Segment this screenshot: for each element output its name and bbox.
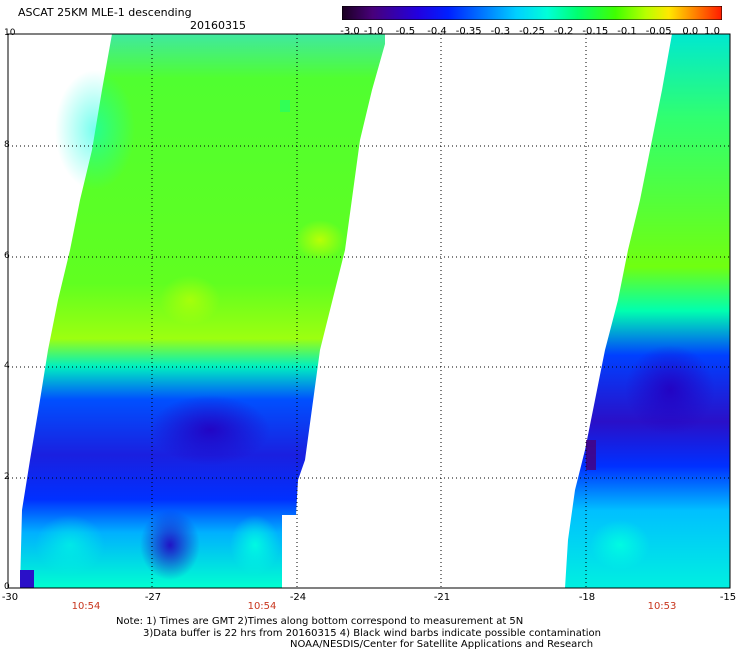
pass-time-label: 10:54: [247, 601, 277, 612]
y-tick-label: 2: [4, 472, 10, 482]
x-tick-label: -15: [719, 592, 737, 603]
gridlines: [8, 34, 730, 588]
pass-time-label: 10:53: [647, 601, 677, 612]
color-scale-label: -0.2: [553, 26, 574, 37]
swath-left: [20, 34, 385, 588]
plot-frame: [7, 33, 731, 589]
color-scale-label: -0.25: [519, 26, 545, 37]
color-scale-label: 0.0: [682, 26, 699, 37]
map-date: 20160315: [190, 19, 246, 32]
color-scale-label: -0.4: [427, 26, 447, 37]
y-tick-label: 0: [4, 582, 10, 592]
note-line-3: NOAA/NESDIS/Center for Satellite Applica…: [290, 639, 594, 650]
map-title: ASCAT 25KM MLE-1 descending: [18, 6, 192, 19]
color-scale-label: -3.0: [340, 26, 360, 37]
x-tick-label: -18: [578, 592, 596, 603]
y-tick-label: 6: [4, 251, 10, 261]
x-tick-label: -21: [433, 592, 451, 603]
color-scale-label: -0.5: [395, 26, 416, 37]
y-tick-label: 10: [4, 28, 16, 38]
y-tick-label: 4: [4, 361, 10, 371]
x-tick-label: -27: [144, 592, 162, 603]
color-scale-label: -0.3: [490, 26, 511, 37]
swath-right: [565, 34, 730, 588]
x-tick-label: -30: [1, 592, 19, 603]
x-tick-label: -24: [289, 592, 307, 603]
y-tick-label: 8: [4, 140, 10, 150]
color-scale-label: -0.1: [617, 26, 637, 37]
color-scale-label: -1.0: [363, 26, 384, 37]
color-scale-label: 1.0: [704, 26, 720, 37]
color-scale-label: -0.15: [582, 26, 609, 37]
pass-time-label: 10:54: [71, 601, 101, 612]
color-scale-label: -0.05: [645, 26, 672, 37]
color-scale-label: -0.35: [455, 26, 482, 37]
note-line-1: Note: 1) Times are GMT 2)Times along bot…: [116, 616, 524, 627]
color-scale-bar: [342, 6, 722, 20]
note-line-2: 3)Data buffer is 22 hrs from 20160315 4)…: [143, 628, 601, 639]
